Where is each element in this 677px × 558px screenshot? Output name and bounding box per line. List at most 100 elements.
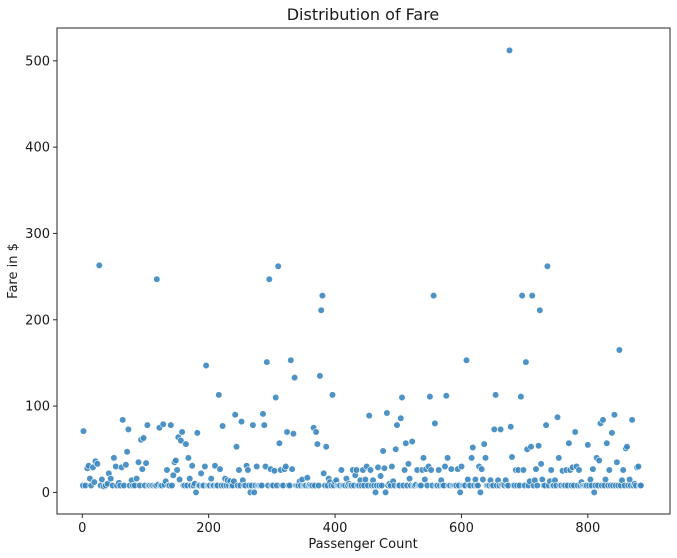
data-point [532,465,540,473]
data-point [378,481,386,490]
data-point [98,475,106,484]
data-point [122,461,130,469]
x-tick-label: 200 [196,521,221,536]
data-point [207,475,215,483]
data-point [287,356,295,364]
data-point [603,439,611,447]
data-point [619,466,627,474]
data-point [216,465,224,473]
data-point [517,393,525,401]
data-point [471,475,480,484]
data-point [282,462,290,471]
data-point [202,361,210,370]
data-point [177,437,185,445]
data-point [505,46,514,55]
data-point [172,456,180,465]
data-point [555,454,563,462]
data-point [584,441,592,449]
data-point [608,429,616,437]
data-point [610,411,619,419]
data-point [533,481,541,490]
data-point [565,439,573,447]
data-point [534,442,543,450]
data-point [215,391,223,399]
data-point [159,420,167,428]
data-point [441,462,449,471]
data-point [142,459,150,467]
data-point [140,434,148,442]
data-point [435,466,443,474]
data-point [283,428,291,436]
data-point [605,466,613,474]
data-point [398,393,406,402]
data-point [258,481,266,490]
data-point [182,440,190,448]
data-point [628,416,636,424]
data-point [519,466,528,474]
x-tick-label: 400 [323,521,348,536]
plot-frame [56,27,671,515]
data-point [404,460,413,468]
x-tick-label: 0 [78,521,86,536]
y-tick-label: 300 [25,227,50,242]
data-point [408,437,416,446]
data-point [249,421,257,429]
data-point [421,475,429,484]
data-point [263,358,271,366]
data-point [315,481,323,490]
data-point [110,454,118,462]
data-point [169,471,177,479]
chart-title: Distribution of Fare [287,5,440,24]
data-point [265,275,273,283]
data-point [244,466,252,474]
data-point [538,475,546,484]
data-point [468,454,476,462]
data-point [518,292,526,300]
y-tick-label: 200 [25,313,50,328]
data-point [379,447,387,455]
data-point [464,475,472,484]
data-point [192,488,200,497]
data-point [456,488,464,497]
data-point [447,465,455,473]
data-point [442,392,450,400]
data-point [274,262,282,270]
data-point [595,456,603,465]
data-point [123,448,131,456]
data-point [599,416,607,424]
data-point [260,421,268,429]
data-point [107,475,115,483]
data-point [590,488,598,497]
data-point [250,488,258,497]
data-point [286,481,294,490]
data-point [478,465,486,473]
data-point [219,422,227,430]
data-point [79,427,88,435]
data-point [235,466,243,474]
data-point [272,393,280,402]
data-point [328,391,337,399]
data-point [270,467,279,475]
data-point [430,292,438,300]
data-point [537,460,545,468]
data-point [168,481,176,490]
data-point [275,439,284,447]
x-axis: 0 200 400 600 800 [78,514,600,536]
data-point [303,474,311,482]
data-point [337,466,346,474]
data-point [124,425,132,434]
data-point [186,475,194,483]
data-point [377,472,385,480]
data-point [288,465,296,473]
data-point [419,454,428,462]
data-point [259,410,267,418]
data-point [382,488,390,497]
data-point [401,466,409,474]
data-point [479,475,487,484]
data-points [79,46,645,497]
data-point [444,454,452,462]
data-point [536,306,544,314]
data-point [366,466,375,474]
data-point [232,443,241,451]
